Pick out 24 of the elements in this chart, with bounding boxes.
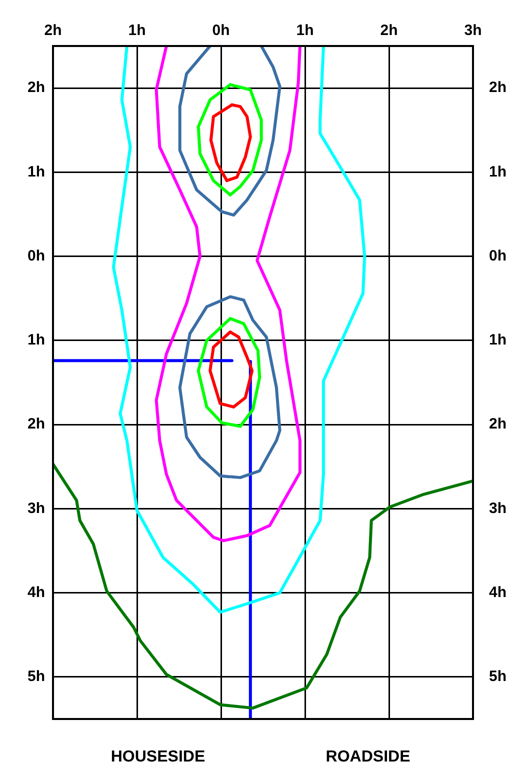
y2-tick-label: 1h: [489, 332, 507, 349]
y2-tick-label: 2h: [489, 79, 507, 96]
x-tick-label: 3h: [464, 22, 482, 40]
x-tick-label: 2h: [380, 22, 398, 40]
y-tick-label: 2h: [27, 416, 45, 433]
y-tick-label: 1h: [27, 163, 45, 180]
x-tick-label: 2h: [44, 22, 62, 40]
y-tick-label: 1h: [27, 332, 45, 349]
y-tick-label: 3h: [27, 500, 45, 517]
y2-tick-label: 1h: [489, 163, 507, 180]
y-tick-label: 5h: [27, 668, 45, 686]
y-tick-label: 0h: [27, 247, 45, 264]
text: HOUSESIDE: [110, 748, 206, 766]
y2-tick-label: 5h: [489, 668, 507, 686]
text: ROADSIDE: [326, 748, 411, 766]
x-tick-label: 1h: [296, 22, 314, 40]
y2-tick-label: 3h: [489, 500, 507, 517]
y2-tick-label: 0h: [489, 247, 507, 264]
y-tick-label: 4h: [27, 584, 45, 601]
y2-tick-label: 2h: [489, 416, 507, 433]
x-tick-label: 0h: [212, 22, 230, 40]
y-tick-label: 2h: [27, 79, 45, 96]
y2-tick-label: 4h: [489, 584, 507, 601]
x-tick-label: 1h: [128, 22, 146, 40]
